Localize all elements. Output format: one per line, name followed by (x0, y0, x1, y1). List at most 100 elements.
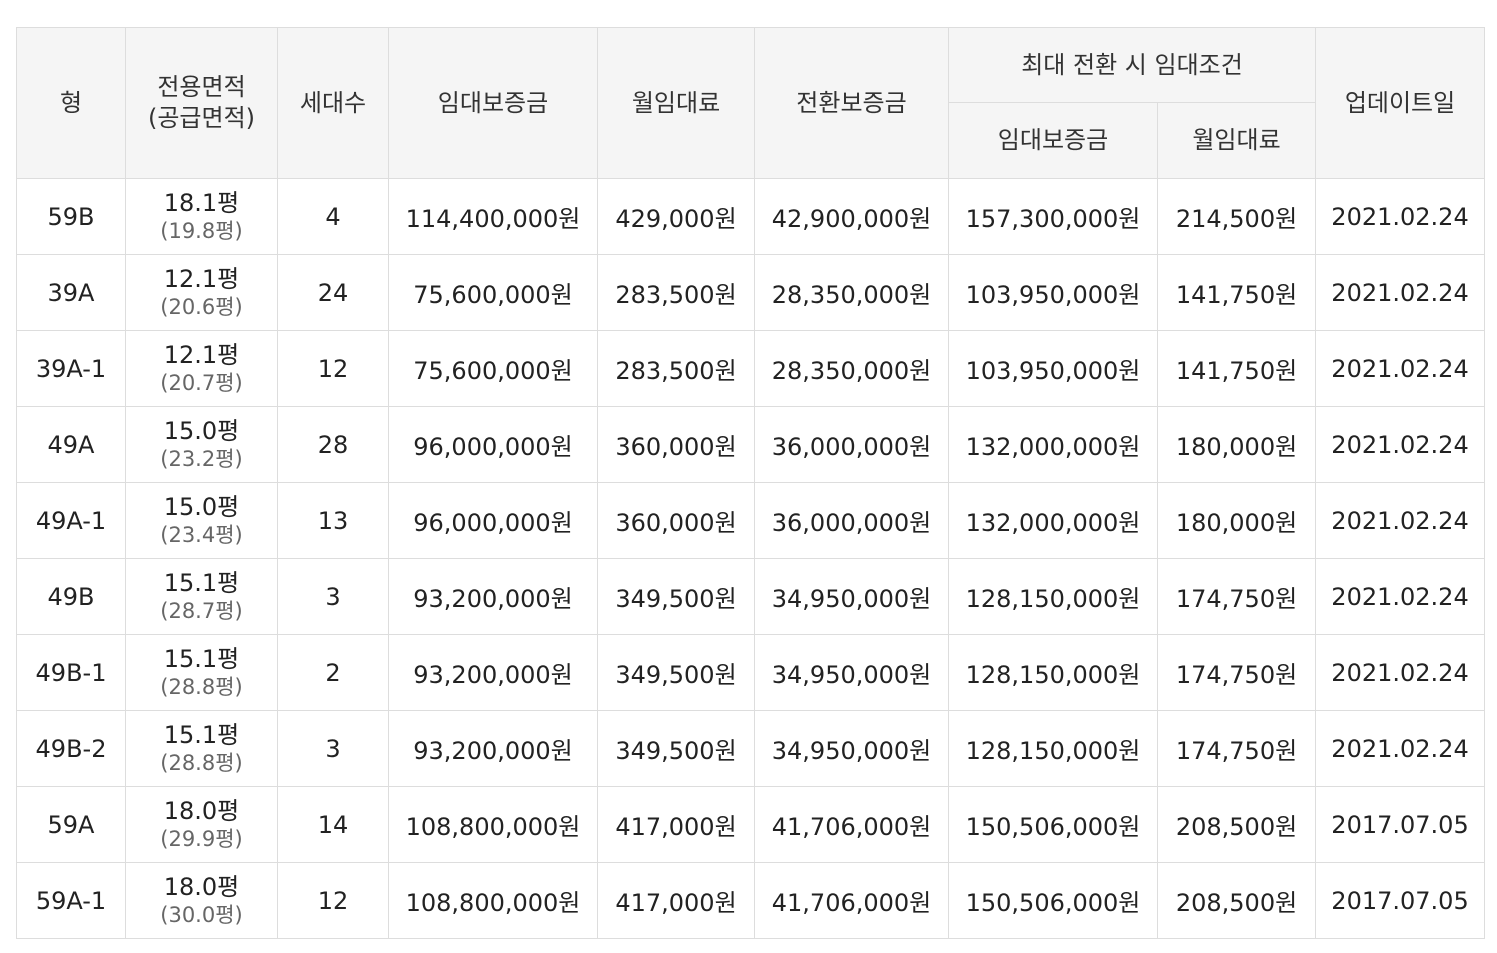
supply-area: (23.4평) (160, 522, 243, 547)
cell-conversion-deposit: 34,950,000원 (754, 634, 949, 711)
supply-area: (19.8평) (160, 218, 243, 243)
cell-deposit: 96,000,000원 (388, 406, 598, 483)
cell-households: 4 (277, 178, 389, 255)
exclusive-area: 15.1평 (163, 644, 240, 673)
cell-conversion-deposit: 42,900,000원 (754, 178, 949, 255)
cell-monthly-rent: 349,500원 (597, 634, 755, 711)
header-monthly-rent: 월임대료 (597, 27, 755, 179)
cell-deposit: 108,800,000원 (388, 862, 598, 939)
cell-area: 12.1평 (20.6평) (125, 254, 278, 331)
cell-max-deposit: 103,950,000원 (948, 254, 1158, 331)
exclusive-area: 18.1평 (163, 188, 240, 217)
cell-monthly-rent: 283,500원 (597, 330, 755, 407)
cell-households: 2 (277, 634, 389, 711)
cell-area: 18.1평 (19.8평) (125, 178, 278, 255)
cell-monthly-rent: 360,000원 (597, 406, 755, 483)
cell-type: 49B-2 (16, 710, 126, 787)
cell-households: 3 (277, 710, 389, 787)
table-row: 49B 15.1평 (28.7평) 3 93,200,000원 349,500원 34,95… (16, 558, 1486, 635)
cell-updated-date: 2021.02.24 (1315, 710, 1486, 787)
cell-updated-date: 2021.02.24 (1315, 482, 1486, 559)
table-row: 59A 18.0평 (29.9평) 14 108,800,000원 417,000원 41,… (16, 786, 1486, 863)
cell-households: 14 (277, 786, 389, 863)
table-row: 59B 18.1평 (19.8평) 4 114,400,000원 429,000원 42,9… (16, 178, 1486, 255)
rental-conditions-table: 형 전용면적 (공급면적) 세대수 임대보증금 월임대료 전환보증금 최대 전환… (16, 27, 1486, 939)
header-deposit: 임대보증금 (388, 27, 598, 179)
cell-type: 39A (16, 254, 126, 331)
cell-type: 49A (16, 406, 126, 483)
cell-max-deposit: 157,300,000원 (948, 178, 1158, 255)
supply-area: (29.9평) (160, 826, 243, 851)
cell-deposit: 96,000,000원 (388, 482, 598, 559)
cell-max-deposit: 103,950,000원 (948, 330, 1158, 407)
cell-type: 39A-1 (16, 330, 126, 407)
cell-max-deposit: 132,000,000원 (948, 406, 1158, 483)
cell-conversion-deposit: 36,000,000원 (754, 406, 949, 483)
supply-area: (28.8평) (160, 750, 243, 775)
cell-monthly-rent: 349,500원 (597, 558, 755, 635)
cell-updated-date: 2021.02.24 (1315, 406, 1486, 483)
cell-max-monthly-rent: 174,750원 (1156, 634, 1317, 711)
cell-max-monthly-rent: 208,500원 (1156, 786, 1317, 863)
exclusive-area: 15.1평 (163, 568, 240, 597)
exclusive-area: 12.1평 (163, 264, 240, 293)
cell-updated-date: 2017.07.05 (1315, 786, 1486, 863)
table-row: 39A 12.1평 (20.6평) 24 75,600,000원 283,500원 28,3… (16, 254, 1486, 331)
supply-area: (30.0평) (160, 902, 243, 927)
cell-households: 12 (277, 862, 389, 939)
cell-monthly-rent: 283,500원 (597, 254, 755, 331)
cell-households: 24 (277, 254, 389, 331)
cell-area: 15.1평 (28.8평) (125, 634, 278, 711)
cell-conversion-deposit: 41,706,000원 (754, 786, 949, 863)
table-row: 59A-1 18.0평 (30.0평) 12 108,800,000원 417,000원 4… (16, 862, 1486, 939)
header-type: 형 (16, 27, 126, 179)
cell-area: 15.0평 (23.4평) (125, 482, 278, 559)
cell-area: 15.0평 (23.2평) (125, 406, 278, 483)
cell-deposit: 108,800,000원 (388, 786, 598, 863)
cell-area: 15.1평 (28.8평) (125, 710, 278, 787)
cell-type: 49B (16, 558, 126, 635)
cell-max-deposit: 128,150,000원 (948, 558, 1158, 635)
supply-area: (20.6평) (160, 294, 243, 319)
supply-area: (28.7평) (160, 598, 243, 623)
cell-deposit: 93,200,000원 (388, 634, 598, 711)
cell-area: 18.0평 (30.0평) (125, 862, 278, 939)
header-conversion-deposit: 전환보증금 (754, 27, 949, 179)
cell-max-monthly-rent: 141,750원 (1156, 330, 1317, 407)
cell-max-deposit: 150,506,000원 (948, 862, 1158, 939)
header-area-supply: (공급면적) (147, 104, 256, 132)
header-households: 세대수 (277, 27, 389, 179)
cell-conversion-deposit: 34,950,000원 (754, 710, 949, 787)
cell-area: 12.1평 (20.7평) (125, 330, 278, 407)
cell-type: 59A (16, 786, 126, 863)
cell-updated-date: 2021.02.24 (1315, 634, 1486, 711)
cell-max-deposit: 128,150,000원 (948, 634, 1158, 711)
cell-area: 15.1평 (28.7평) (125, 558, 278, 635)
cell-households: 13 (277, 482, 389, 559)
supply-area: (20.7평) (160, 370, 243, 395)
cell-households: 28 (277, 406, 389, 483)
header-updated-date: 업데이트일 (1315, 27, 1486, 179)
cell-monthly-rent: 360,000원 (597, 482, 755, 559)
table-row: 39A-1 12.1평 (20.7평) 12 75,600,000원 283,500원 28… (16, 330, 1486, 407)
table-row: 49B-2 15.1평 (28.8평) 3 93,200,000원 349,500원 34,… (16, 710, 1486, 787)
cell-conversion-deposit: 28,350,000원 (754, 330, 949, 407)
cell-area: 18.0평 (29.9평) (125, 786, 278, 863)
supply-area: (23.2평) (160, 446, 243, 471)
table-header: 형 전용면적 (공급면적) 세대수 임대보증금 월임대료 전환보증금 최대 전환… (16, 27, 1486, 179)
cell-deposit: 93,200,000원 (388, 710, 598, 787)
cell-deposit: 75,600,000원 (388, 254, 598, 331)
header-max-conversion-group: 최대 전환 시 임대조건 (947, 27, 1317, 103)
header-max-deposit: 임대보증금 (948, 102, 1158, 179)
cell-max-deposit: 128,150,000원 (948, 710, 1158, 787)
cell-monthly-rent: 429,000원 (597, 178, 755, 255)
cell-max-deposit: 150,506,000원 (948, 786, 1158, 863)
cell-updated-date: 2021.02.24 (1315, 254, 1486, 331)
cell-conversion-deposit: 34,950,000원 (754, 558, 949, 635)
cell-updated-date: 2021.02.24 (1315, 330, 1486, 407)
exclusive-area: 15.0평 (163, 492, 240, 521)
cell-households: 3 (277, 558, 389, 635)
header-max-monthly-rent: 월임대료 (1156, 102, 1317, 179)
cell-deposit: 75,600,000원 (388, 330, 598, 407)
cell-max-deposit: 132,000,000원 (948, 482, 1158, 559)
